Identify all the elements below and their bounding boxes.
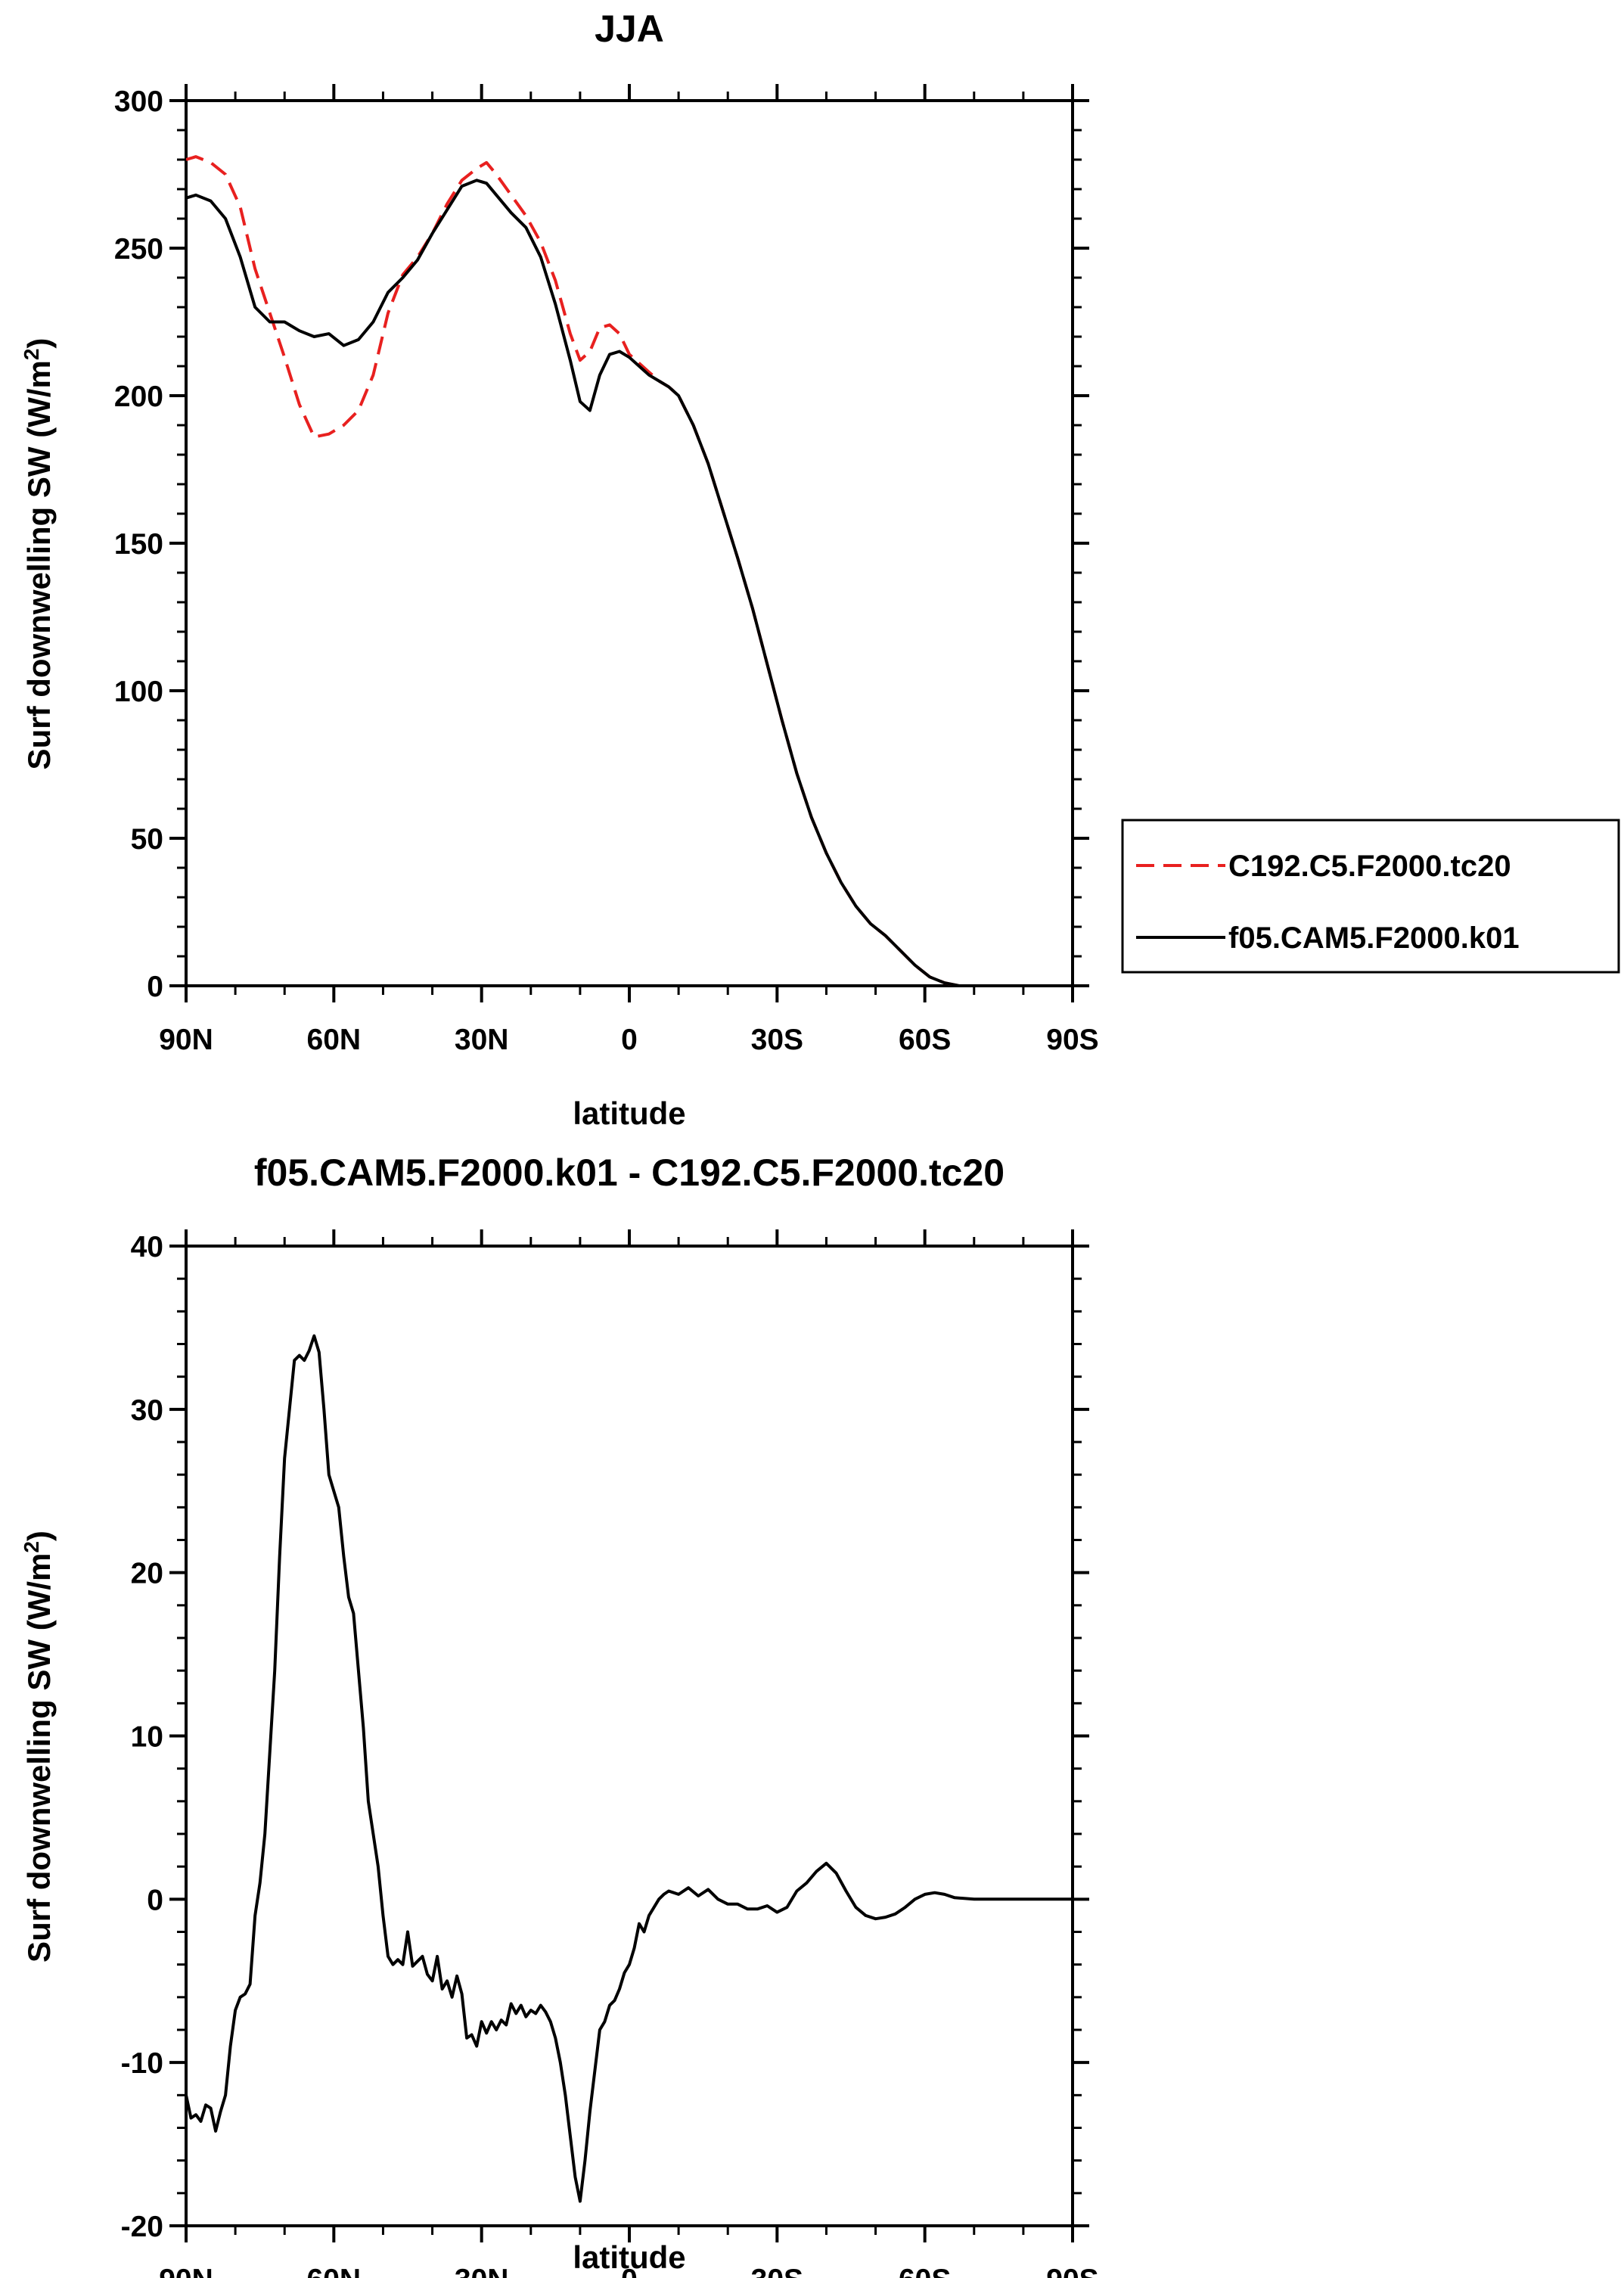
plot-frame [185,1245,1074,2227]
y-tick-label: 0 [147,971,163,1003]
series-line-2 [186,179,1073,986]
x-tick-label: 60S [899,1024,951,1056]
x-tick-label: 60S [899,2264,951,2278]
y-tick-label: 10 [131,1721,163,1754]
x-tick-label: 0 [621,2264,638,2278]
chart-panel-1: JJA 90N 60N 30N 0 30S 60S 90S 0 50 100 150 200 250 300… [20,8,1620,1131]
legend-label-1: C192.C5.F2000.tc20 [1228,850,1511,883]
x-axis-label: latitude [573,2239,685,2275]
chart-title: JJA [595,8,664,50]
chart-panel-2: f05.CAM5.F2000.k01 - C192.C5.F2000.tc20 9… [20,1151,1099,2278]
y-tick-label: 0 [147,1884,163,1916]
y-tick-label: 30 [131,1394,163,1427]
y-tick-label: 50 [131,823,163,856]
x-tick-label: 90N [159,1024,213,1056]
y-axis-label-text: Surf downwelling SW (W/m [21,360,57,769]
y-axis-label-text: Surf downwelling SW (W/m [21,1553,57,1963]
series-line-1 [186,155,1073,986]
y-tick-label: 250 [114,233,163,266]
y-axis-label: Surf downwelling SW (W/m2) [20,338,57,770]
x-tick-label: 30S [751,2264,803,2278]
y-tick-label: 150 [114,528,163,561]
y-tick-label: 200 [114,381,163,413]
series-line-1 [186,1334,1073,2203]
x-tick-label: 0 [621,1024,638,1056]
legend: C192.C5.F2000.tc20 f05.CAM5.F2000.k01 [1121,819,1620,974]
legend-box [1121,819,1620,974]
x-tick-label: 90S [1046,1024,1098,1056]
y-tick-label: 100 [114,676,163,708]
y-axis-label-superscript: 2 [20,1541,43,1553]
x-tick-label: 30S [751,1024,803,1056]
x-tick-label: 90S [1046,2264,1098,2278]
chart-title: f05.CAM5.F2000.k01 - C192.C5.F2000.tc20 [254,1151,1005,1194]
x-tick-label: 30N [455,2264,509,2278]
y-axis-label-superscript: 2 [20,349,43,361]
y-axis-label: Surf downwelling SW (W/m2) [20,1531,57,1963]
x-axis-label: latitude [573,1095,685,1131]
x-tick-label: 60N [307,2264,362,2278]
x-tick-label: 30N [455,1024,509,1056]
y-axis-label-close: ) [21,338,57,349]
x-tick-label: 90N [159,2264,213,2278]
legend-label-2: f05.CAM5.F2000.k01 [1228,921,1520,955]
y-tick-label: -20 [121,2211,163,2243]
y-tick-label: -10 [121,2047,163,2080]
y-tick-label: 300 [114,85,163,118]
y-axis-label-close: ) [21,1531,57,1541]
x-tick-label: 60N [307,1024,362,1056]
plot-frame [185,99,1074,987]
y-tick-label: 20 [131,1558,163,1590]
y-tick-label: 40 [131,1231,163,1263]
